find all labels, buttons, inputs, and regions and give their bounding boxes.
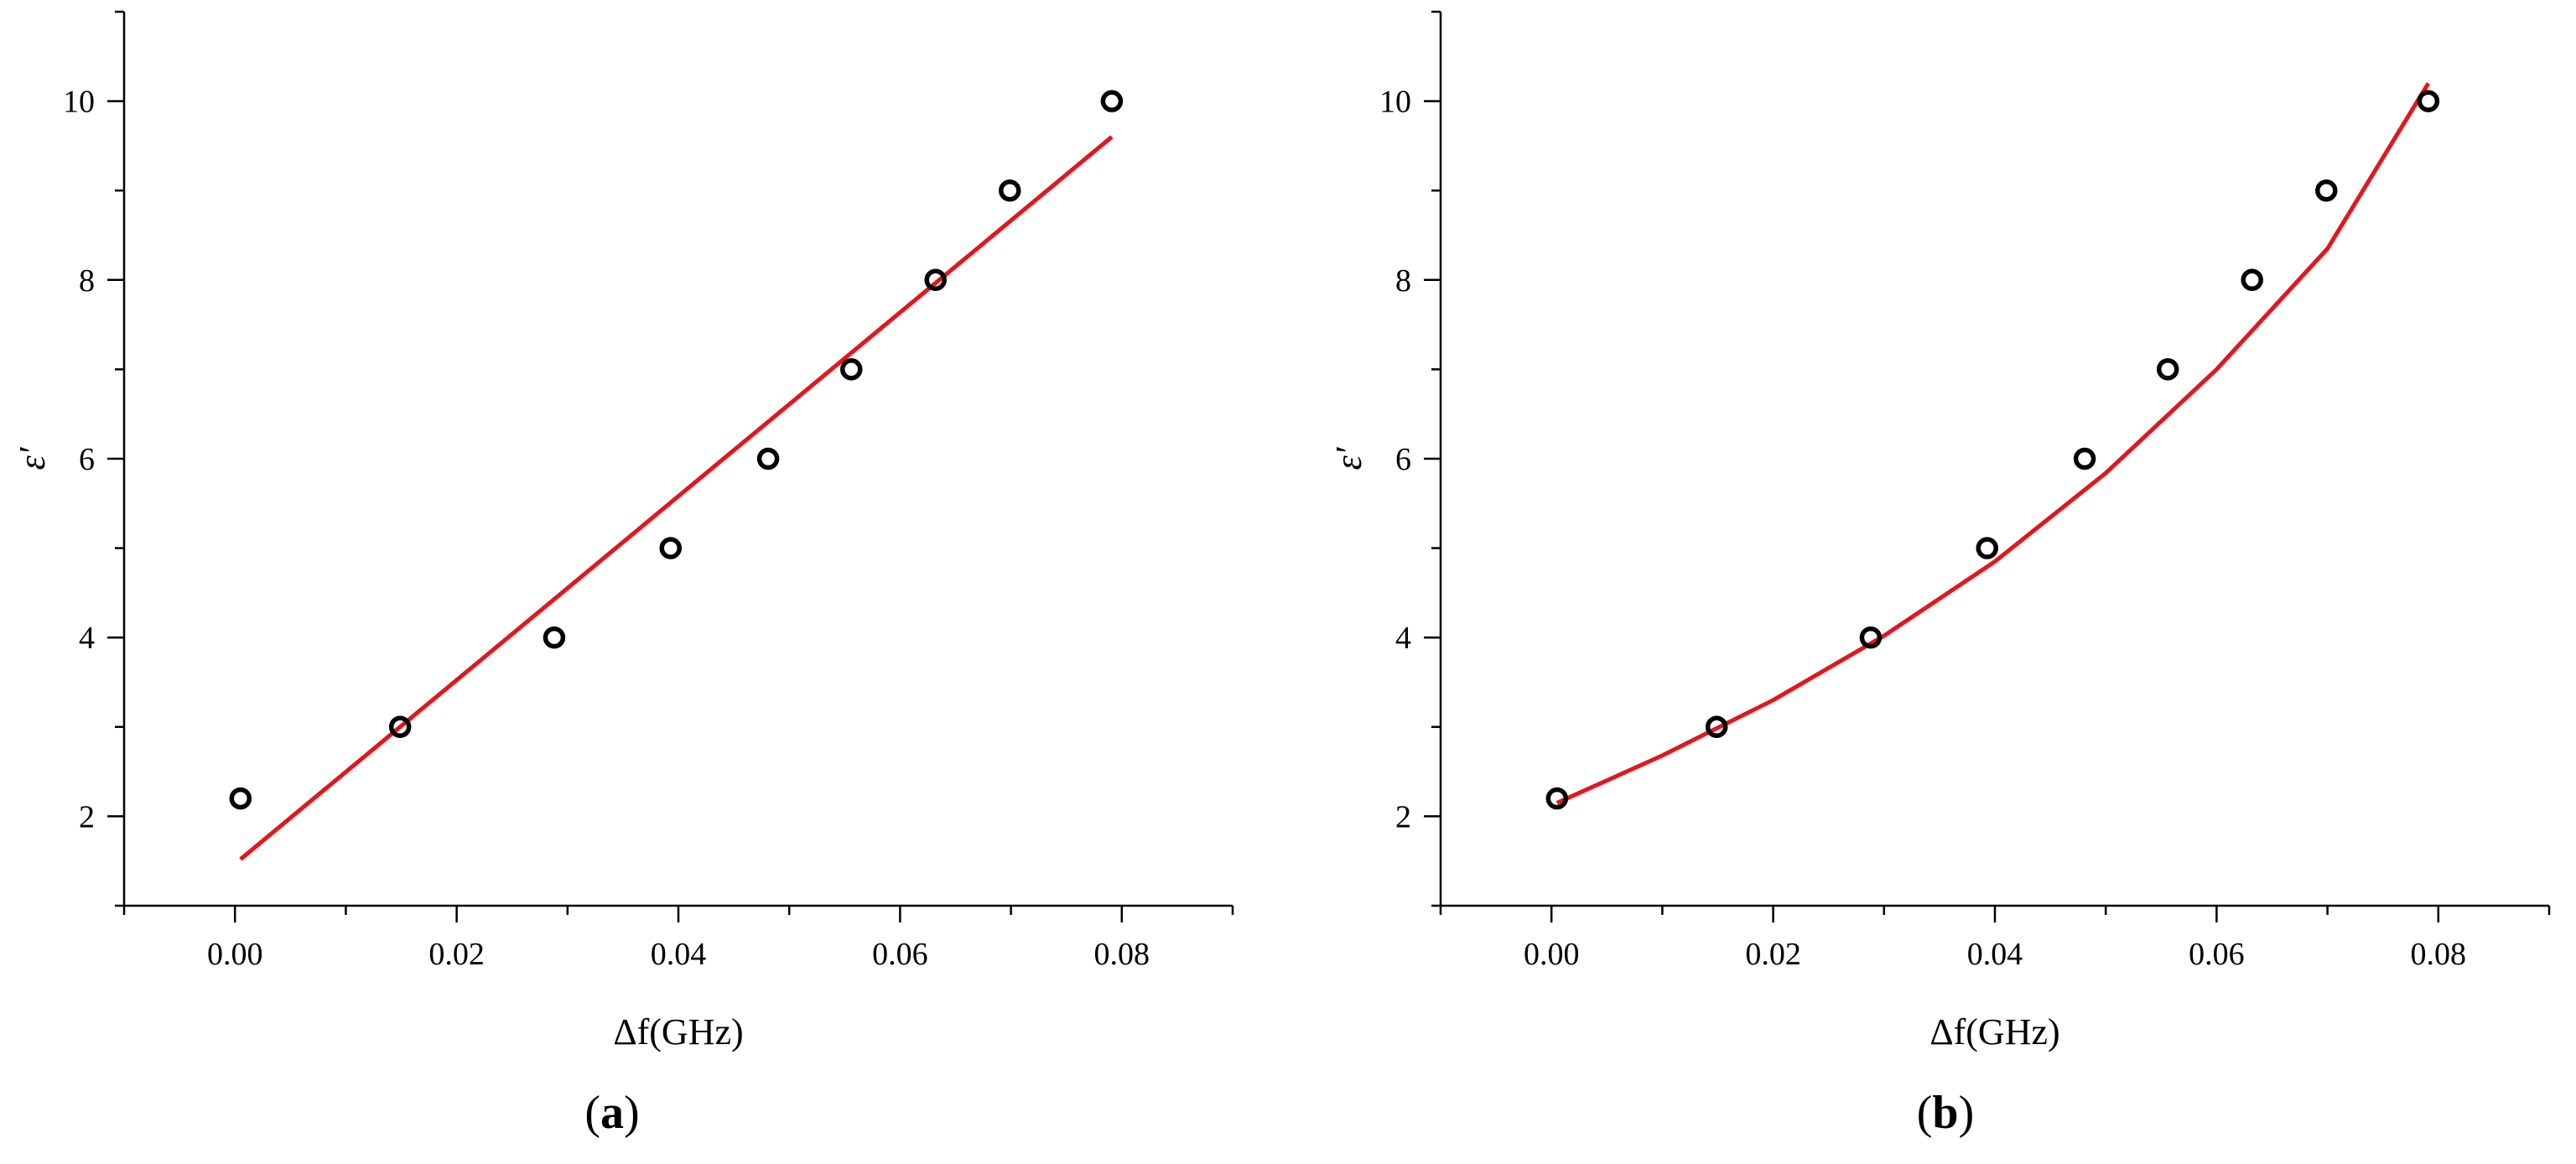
x-axis-title: Δf(GHz) (613, 1011, 743, 1052)
fit-line (239, 135, 1114, 861)
y-tick-label: 4 (1395, 621, 1411, 656)
data-point (1545, 787, 1569, 810)
y-tick-label: 6 (79, 442, 95, 477)
panel-label-open: ( (584, 1087, 600, 1139)
data-point (2241, 268, 2263, 292)
data-point (229, 787, 252, 810)
data-point (1859, 626, 1883, 649)
panel-label: (b) (1917, 1087, 1974, 1139)
y-tick-label: 10 (1379, 85, 1411, 120)
y-tick-label: 8 (79, 263, 95, 299)
panel-label-letter: b (1932, 1087, 1958, 1139)
y-axis-title: ε′ (1328, 446, 1369, 470)
x-tick-label: 0.08 (2411, 937, 2467, 972)
panel-a: 0.00 0.02 0.04 0.06 0.08 2 4 6 8 10 Δf(GHz) ε′ (a) (12, 10, 1234, 1139)
y-tick-label: 2 (79, 799, 95, 834)
data-point (924, 268, 947, 292)
x-tick-label: 0.08 (1094, 937, 1150, 972)
panel-label-letter: a (600, 1087, 624, 1139)
panel-b: 0.00 0.02 0.04 0.06 0.08 2 4 6 8 10 Δf(GHz) ε′ (b) (1328, 10, 2551, 1139)
y-tick-label: 10 (63, 85, 95, 120)
panel-label-close: ) (624, 1087, 640, 1139)
data-point (659, 537, 682, 559)
data-point (2315, 179, 2338, 202)
fit-line (1555, 81, 2431, 805)
x-tick-label: 0.02 (1745, 937, 1801, 972)
x-tick-label: 0.00 (1524, 937, 1580, 972)
data-point (543, 626, 566, 649)
x-tick-label: 0.06 (872, 937, 928, 972)
data-point (2156, 358, 2179, 381)
data-point (2417, 90, 2440, 112)
panel-label-close: ) (1959, 1087, 1975, 1139)
y-tick-label: 6 (1395, 442, 1411, 477)
data-point (756, 447, 780, 470)
y-tick-label: 8 (1395, 263, 1411, 299)
x-tick-label: 0.02 (428, 937, 485, 972)
x-tick-label: 0.04 (651, 937, 707, 972)
panel-label: (a) (584, 1087, 639, 1139)
y-axis-title: ε′ (12, 446, 53, 470)
y-tick-label: 4 (79, 621, 95, 656)
x-tick-label: 0.06 (2189, 937, 2245, 972)
x-axis-title: Δf(GHz) (1929, 1011, 2059, 1052)
data-point (1705, 715, 1728, 739)
data-point (1976, 537, 1998, 559)
panel-label-open: ( (1917, 1087, 1933, 1139)
x-tick-label: 0.04 (1967, 937, 2023, 972)
data-point (388, 715, 412, 739)
data-point (999, 179, 1021, 202)
x-tick-label: 0.00 (207, 937, 263, 972)
data-point (839, 358, 863, 381)
y-tick-label: 2 (1395, 799, 1411, 834)
data-point (1100, 90, 1124, 112)
data-point (2073, 447, 2096, 470)
